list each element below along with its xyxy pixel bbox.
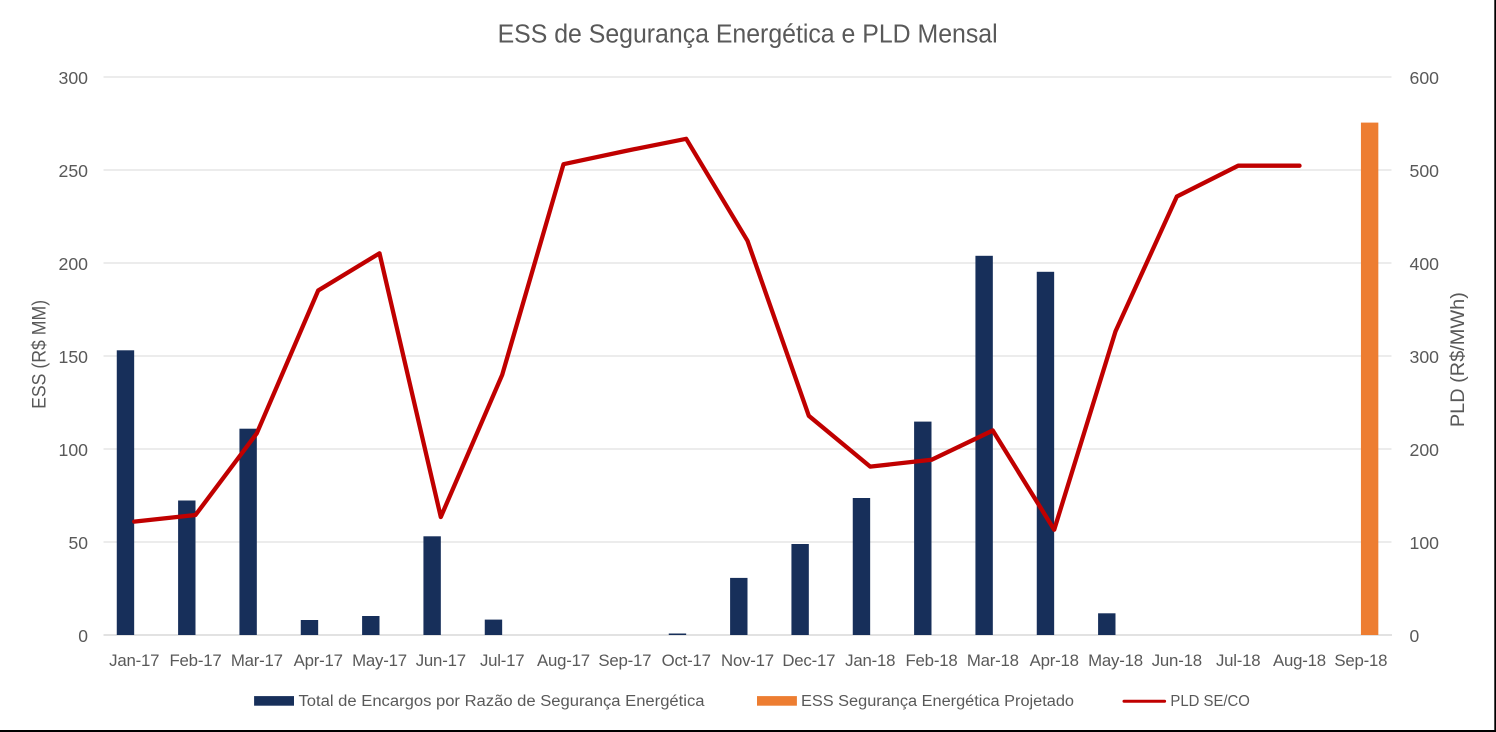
svg-text:Sep-17: Sep-17: [598, 651, 651, 670]
svg-text:Sep-18: Sep-18: [1334, 651, 1387, 670]
svg-text:PLD (R$/MWh): PLD (R$/MWh): [1448, 292, 1469, 427]
svg-text:Apr-17: Apr-17: [294, 651, 343, 670]
svg-text:600: 600: [1410, 68, 1440, 88]
svg-text:Mar-17: Mar-17: [231, 651, 283, 670]
svg-text:May-17: May-17: [352, 651, 407, 670]
svg-text:Total de Encargos por Razão de: Total de Encargos por Razão de Segurança…: [299, 693, 705, 710]
svg-text:100: 100: [59, 440, 89, 460]
svg-text:200: 200: [59, 254, 89, 274]
svg-text:500: 500: [1410, 161, 1440, 181]
svg-text:May-18: May-18: [1088, 651, 1143, 670]
svg-text:ESS Segurança Energética Proje: ESS Segurança Energética Projetado: [801, 693, 1074, 710]
svg-text:Feb-18: Feb-18: [906, 651, 958, 670]
svg-text:Jun-18: Jun-18: [1152, 651, 1202, 670]
svg-text:Mar-18: Mar-18: [967, 651, 1019, 670]
svg-text:Jun-17: Jun-17: [416, 651, 466, 670]
svg-text:250: 250: [59, 161, 89, 181]
svg-text:50: 50: [69, 533, 89, 553]
svg-text:ESS (R$ MM): ESS (R$ MM): [30, 300, 51, 409]
svg-text:Jul-18: Jul-18: [1216, 651, 1261, 670]
svg-text:0: 0: [1410, 626, 1420, 646]
svg-text:300: 300: [1410, 347, 1440, 367]
svg-text:Nov-17: Nov-17: [721, 651, 774, 670]
svg-text:Aug-17: Aug-17: [537, 651, 590, 670]
svg-text:Jan-18: Jan-18: [845, 651, 895, 670]
svg-text:PLD SE/CO: PLD SE/CO: [1170, 693, 1250, 710]
svg-text:Feb-17: Feb-17: [170, 651, 222, 670]
svg-text:300: 300: [59, 68, 89, 88]
svg-text:100: 100: [1410, 533, 1440, 553]
svg-text:0: 0: [78, 626, 88, 646]
svg-text:Aug-18: Aug-18: [1273, 651, 1326, 670]
svg-text:Jan-17: Jan-17: [109, 651, 159, 670]
svg-text:Jul-17: Jul-17: [480, 651, 525, 670]
svg-text:400: 400: [1410, 254, 1440, 274]
svg-text:Apr-18: Apr-18: [1030, 651, 1079, 670]
svg-text:Dec-17: Dec-17: [782, 651, 835, 670]
svg-text:Oct-17: Oct-17: [662, 651, 711, 670]
svg-text:150: 150: [59, 347, 89, 367]
svg-text:200: 200: [1410, 440, 1440, 460]
svg-text:ESS de Segurança Energética e: ESS de Segurança Energética e PLD Mensal: [498, 21, 998, 49]
